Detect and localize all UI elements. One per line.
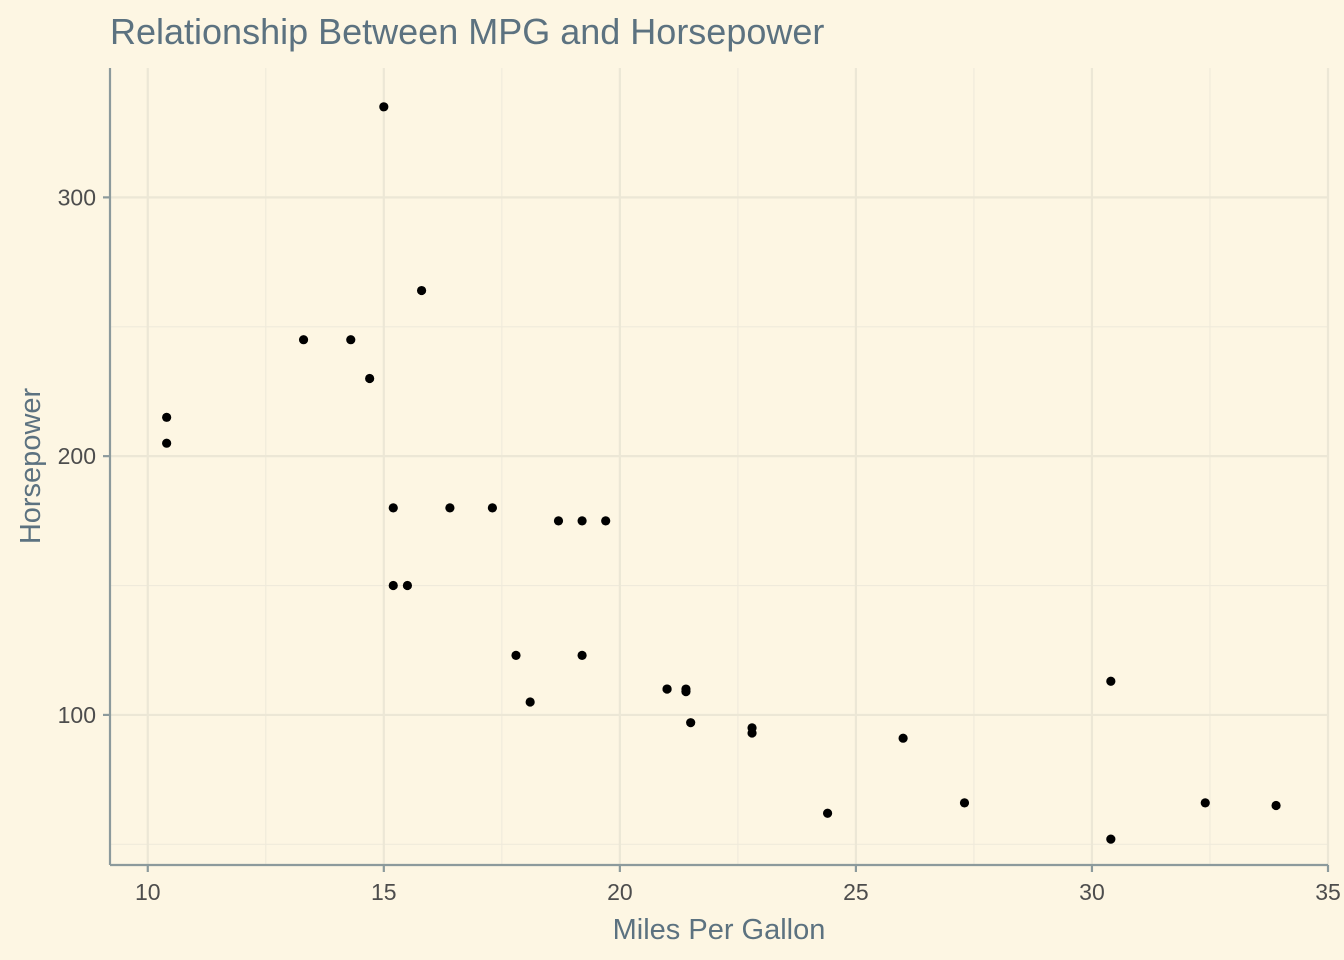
data-point (402, 580, 413, 591)
y-axis-title: Horsepower (15, 387, 47, 544)
data-point (681, 687, 691, 697)
data-point (445, 503, 455, 513)
data-point (1106, 834, 1116, 844)
y-tick-label: 200 (58, 443, 96, 469)
data-points (162, 102, 1281, 844)
major-gridlines (110, 68, 1330, 865)
data-point (601, 516, 611, 526)
x-tick-label: 30 (1079, 879, 1105, 905)
data-point (416, 285, 427, 296)
y-tick-label: 300 (58, 184, 96, 210)
data-point (162, 438, 172, 448)
axes (108, 68, 1328, 867)
data-point (346, 335, 356, 345)
data-point (686, 718, 696, 728)
data-point (511, 650, 521, 660)
x-tick-label: 10 (135, 879, 161, 905)
x-tick-label: 35 (1315, 879, 1341, 905)
x-axis-ticks: 10 15 20 25 30 35 (135, 865, 1341, 905)
data-point (553, 516, 564, 526)
data-point (747, 723, 757, 733)
data-point (365, 373, 375, 384)
data-point (525, 697, 535, 707)
data-point (1106, 676, 1116, 686)
x-tick-label: 25 (843, 879, 869, 905)
data-point (298, 335, 309, 345)
data-point (822, 808, 833, 818)
data-point (577, 650, 587, 660)
data-point (388, 503, 398, 513)
data-point (1271, 800, 1281, 811)
x-tick-label: 15 (371, 879, 397, 905)
data-point (379, 102, 389, 112)
data-point (1200, 798, 1210, 808)
x-axis-title: Miles Per Gallon (613, 914, 826, 946)
data-point (577, 516, 587, 526)
data-point (487, 503, 497, 513)
data-point (162, 412, 172, 422)
data-point (959, 798, 970, 808)
minor-gridlines (110, 68, 1328, 865)
data-point (898, 733, 908, 743)
data-point (388, 580, 398, 591)
chart-title: Relationship Between MPG and Horsepower (110, 11, 824, 52)
data-point (662, 684, 672, 694)
x-tick-label: 20 (607, 879, 633, 905)
y-axis-ticks: 100 200 300 (58, 184, 110, 728)
y-tick-label: 100 (58, 702, 96, 728)
